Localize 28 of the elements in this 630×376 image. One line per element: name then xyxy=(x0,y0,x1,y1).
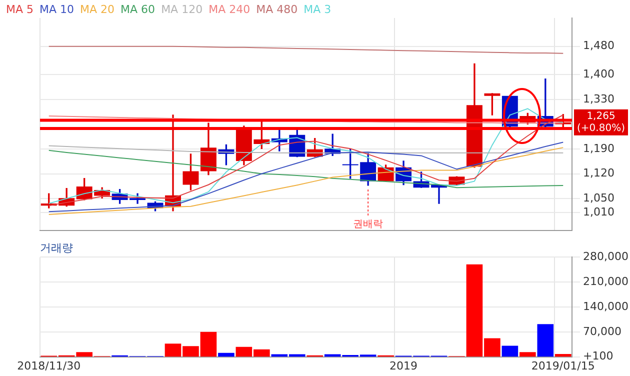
y-tick-label: 210,000 xyxy=(583,274,628,288)
text: MA 5 xyxy=(6,3,34,16)
text: MA 3 xyxy=(304,3,332,16)
bar xyxy=(537,324,554,357)
annotation: 권배락 xyxy=(353,218,384,230)
text: MA 240 xyxy=(208,3,250,16)
text: MA 10 xyxy=(40,3,74,16)
y-tick-label: 1,330 xyxy=(583,92,614,106)
bar xyxy=(520,352,536,357)
y-tick-label: 1,400 xyxy=(583,68,614,80)
y-tick-label: 1,190 xyxy=(583,142,614,155)
y-tick-label: 1,010 xyxy=(583,206,614,219)
text: 1,265 (+0.80%) xyxy=(577,111,626,134)
y-tick-label: 140,000 xyxy=(583,300,628,313)
chart-title: 거래량 xyxy=(40,241,73,254)
text: MA 480 xyxy=(256,3,298,16)
y-tick-label: 1,120 xyxy=(583,166,614,180)
y-tick-label: 70,000 xyxy=(583,324,622,338)
x-tick-label: 2019 xyxy=(390,359,418,372)
text: MA 120 xyxy=(161,3,203,16)
y-tick-label: 280,000 xyxy=(583,250,628,264)
y-tick-label: 1,050 xyxy=(583,191,614,204)
y-tick-label: 1,480 xyxy=(583,39,614,52)
text: MA 20 xyxy=(80,3,115,16)
x-tick-label: 2018/11/30 xyxy=(17,359,81,372)
text: MA 60 xyxy=(120,3,156,16)
bar xyxy=(502,346,518,357)
bar xyxy=(218,352,234,357)
